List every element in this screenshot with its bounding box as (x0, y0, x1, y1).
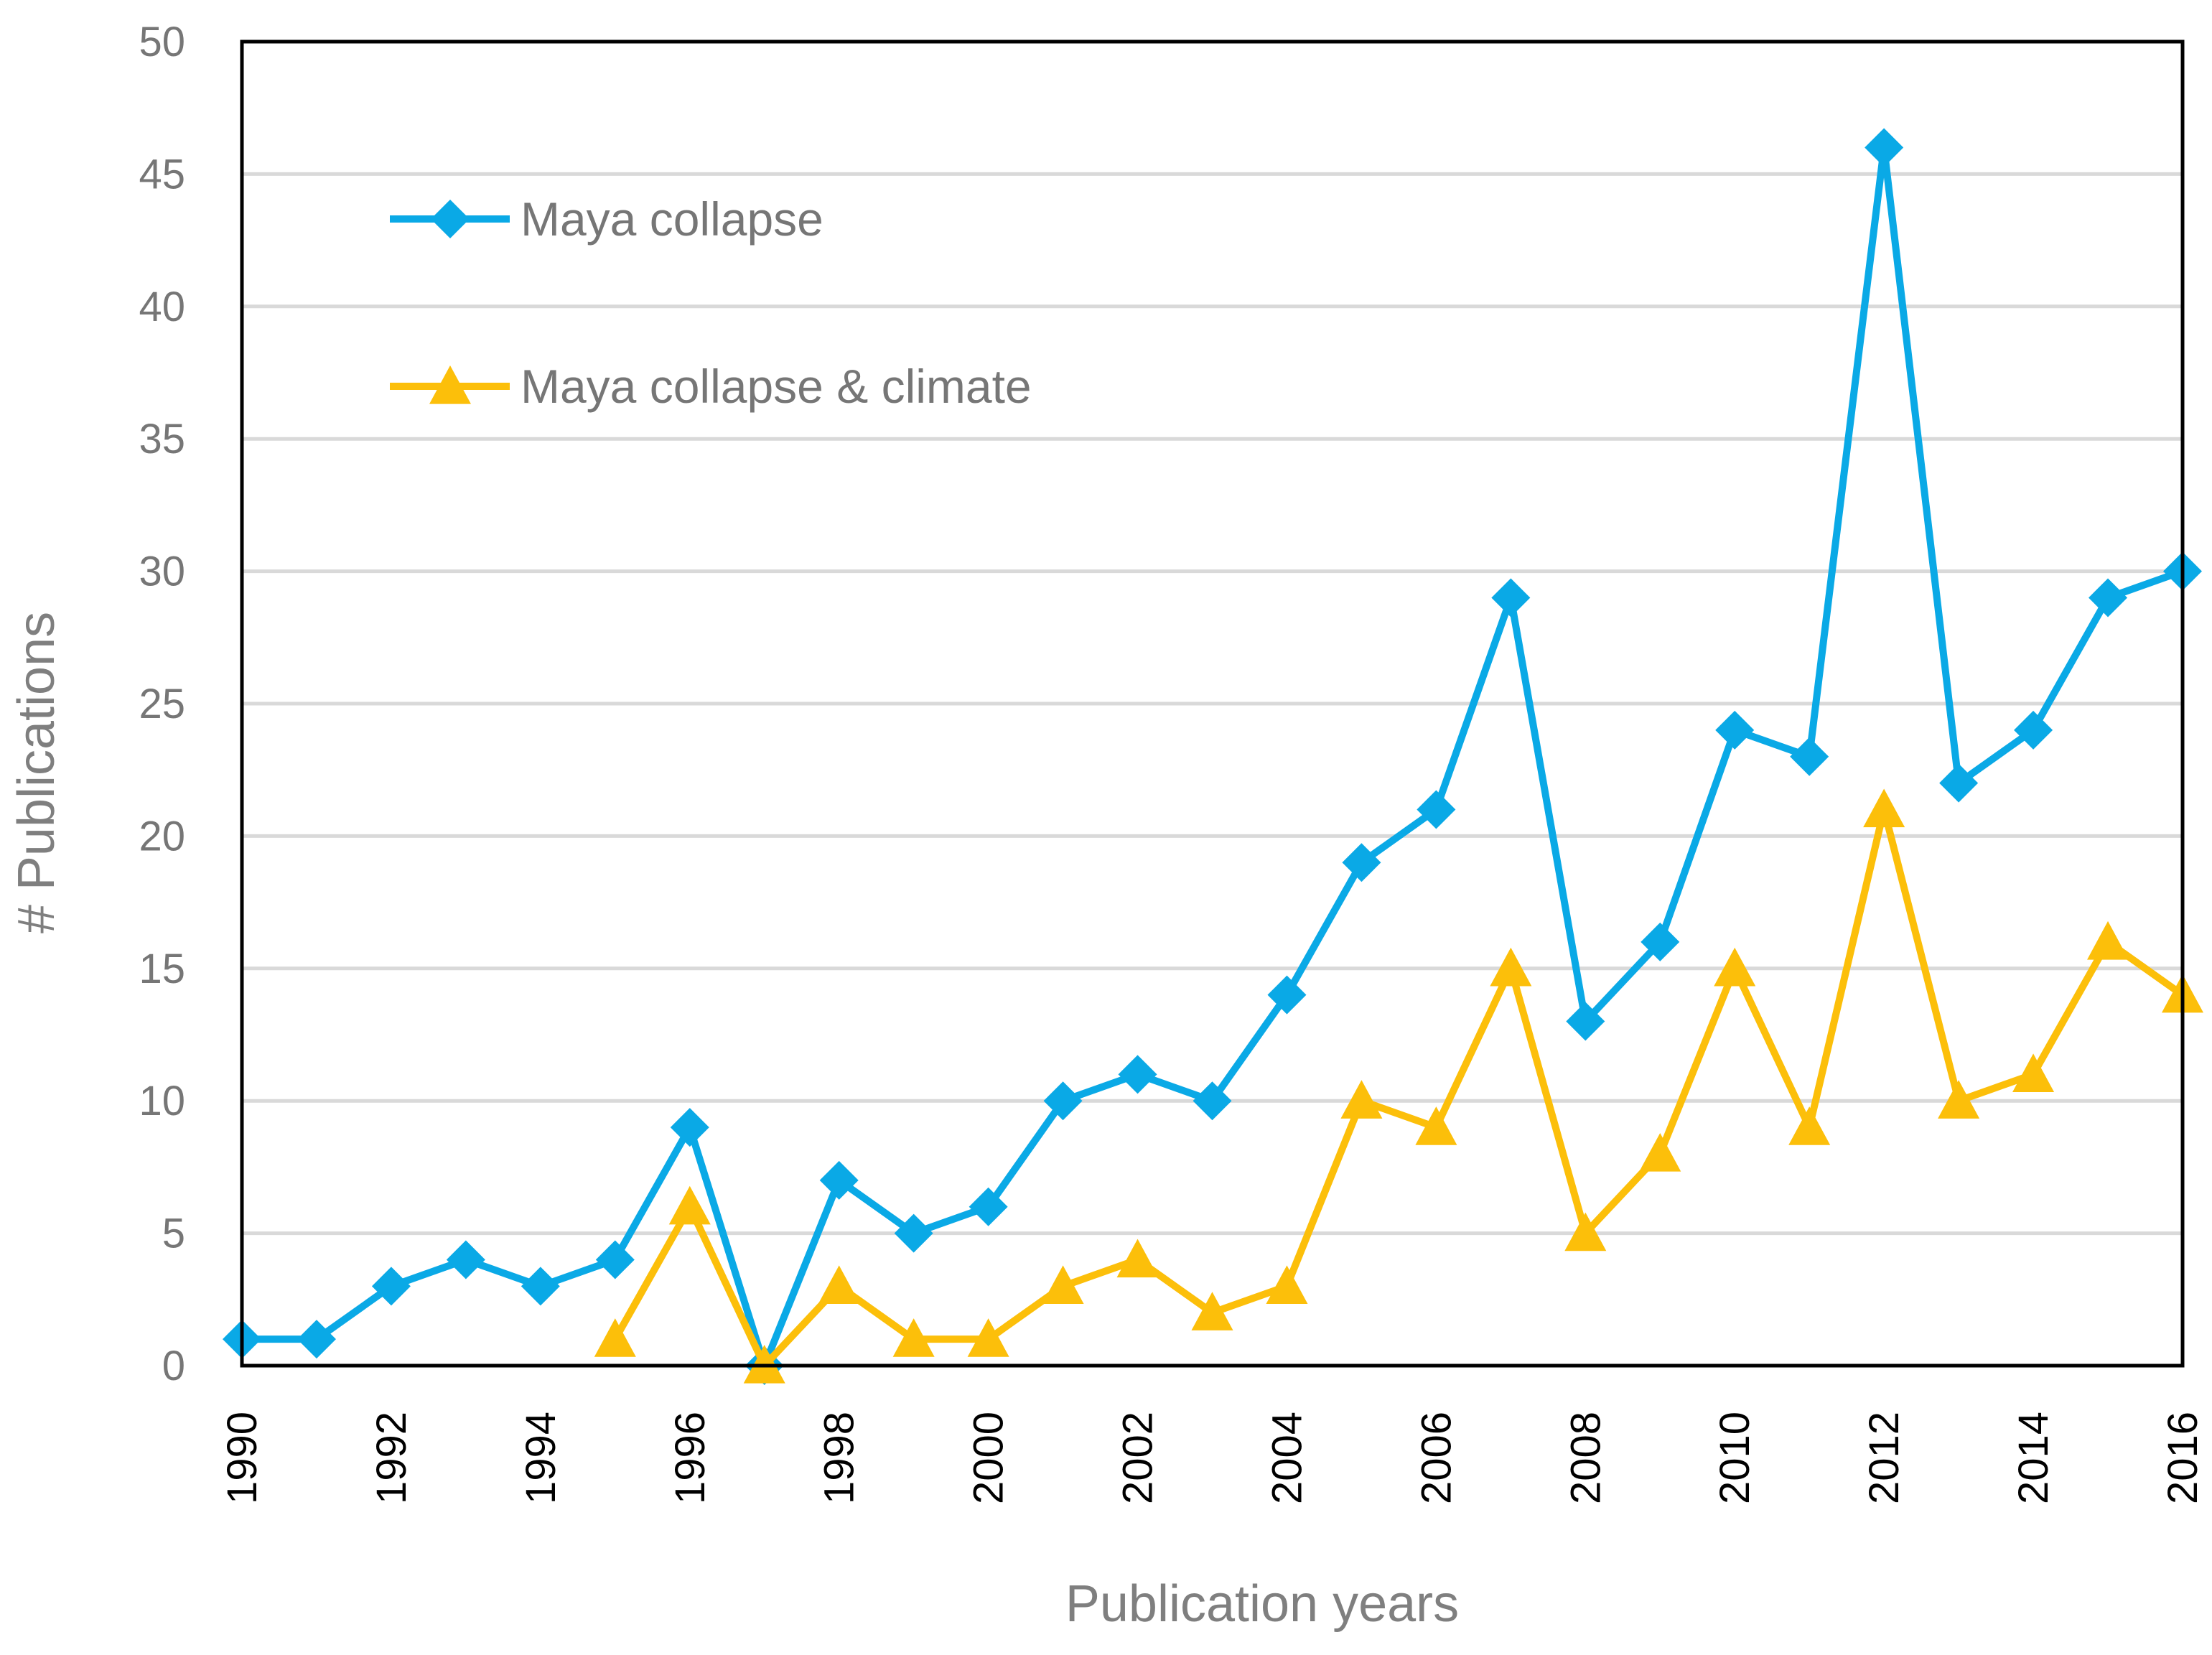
data-point (1118, 1055, 1157, 1094)
data-point (297, 1320, 336, 1359)
y-axis-title: # Publications (8, 612, 65, 933)
data-point (670, 1108, 709, 1147)
data-point (2087, 920, 2129, 960)
data-point (1342, 843, 1381, 882)
x-tick-label: 2002 (1115, 1412, 1162, 1504)
data-point (1939, 763, 1979, 803)
data-point (521, 1267, 560, 1306)
data-point (1788, 1106, 1831, 1145)
legend-label: Maya collapse (521, 192, 823, 246)
legend-marker (429, 365, 471, 404)
data-point (1865, 128, 1904, 167)
data-point (1116, 1239, 1159, 1278)
data-point (1715, 710, 1755, 750)
series-1 (223, 128, 2202, 1385)
data-point (1267, 975, 1307, 1015)
data-point (967, 1318, 1009, 1357)
x-tick-label: 1994 (518, 1412, 564, 1504)
data-point (1415, 1106, 1457, 1145)
data-point (1641, 922, 1680, 961)
data-point (1043, 1081, 1083, 1121)
x-tick-label: 2006 (1413, 1412, 1460, 1504)
y-tick-label: 30 (139, 549, 185, 595)
data-point (1714, 947, 1756, 987)
x-axis-title: Publication years (1065, 1575, 1459, 1633)
data-point (894, 1213, 933, 1253)
y-tick-label: 45 (139, 151, 185, 197)
y-tick-label: 25 (139, 681, 185, 727)
data-point (1639, 1132, 1681, 1172)
series-line (611, 806, 2186, 1369)
legend-label: Maya collapse & climate (521, 360, 1032, 413)
legend-item: Maya collapse (390, 192, 823, 246)
y-tick-label: 20 (139, 813, 185, 859)
data-point (1417, 790, 1456, 829)
data-point (892, 1318, 935, 1357)
y-tick-label: 10 (139, 1078, 185, 1124)
data-point (668, 1185, 711, 1225)
x-tick-label: 2004 (1264, 1412, 1310, 1504)
x-tick-label: 2012 (1861, 1412, 1908, 1504)
x-axis-ticks: 1990 1992 1994 1996 1998 2000 2002 2004 2006 2008… (219, 1412, 2206, 1504)
x-tick-label: 2000 (966, 1412, 1012, 1504)
data-point (1790, 737, 1829, 776)
y-tick-label: 50 (139, 19, 185, 65)
data-point (1490, 947, 1532, 987)
data-point (818, 1265, 860, 1305)
data-point (446, 1240, 485, 1279)
y-tick-label: 35 (139, 416, 185, 462)
data-point (1938, 1080, 1980, 1119)
data-point (1191, 1292, 1233, 1330)
data-point (2089, 578, 2128, 617)
y-tick-label: 0 (162, 1343, 185, 1389)
x-tick-label: 2014 (2010, 1412, 2057, 1504)
legend-marker (431, 200, 470, 238)
data-point (1566, 1002, 1605, 1041)
x-tick-label: 2016 (2160, 1412, 2206, 1504)
data-point (1863, 788, 1905, 828)
y-tick-label: 40 (139, 284, 185, 330)
y-tick-label: 15 (139, 946, 185, 992)
data-point (2012, 1053, 2055, 1092)
series-line (238, 144, 2186, 1369)
plot-area-frame (240, 39, 2185, 1368)
data-point (969, 1187, 1008, 1226)
y-tick-label: 5 (162, 1211, 185, 1257)
data-point (1266, 1265, 1308, 1305)
data-point (1193, 1081, 1232, 1121)
data-point (1491, 578, 1531, 617)
x-tick-label: 2010 (1712, 1412, 1758, 1504)
data-point (1564, 1212, 1607, 1251)
x-tick-label: 2008 (1562, 1412, 1609, 1504)
data-point (819, 1160, 859, 1200)
data-point (371, 1267, 411, 1306)
x-tick-label: 1996 (667, 1412, 714, 1504)
data-point (1340, 1080, 1383, 1119)
gridlines (242, 172, 2183, 1236)
data-point (595, 1240, 635, 1279)
data-point (2014, 710, 2053, 750)
y-axis-ticks: 0 5 10 15 20 25 30 35 40 45 50 (139, 19, 185, 1389)
x-tick-label: 1992 (368, 1412, 415, 1504)
series-layer (223, 128, 2203, 1385)
series-2 (594, 788, 2203, 1384)
data-point (1042, 1265, 1084, 1305)
x-tick-label: 1998 (816, 1412, 863, 1504)
legend: Maya collapse Maya collapse & climate (390, 192, 1032, 413)
data-point (594, 1318, 636, 1357)
legend-item: Maya collapse & climate (390, 360, 1032, 413)
x-tick-label: 1990 (219, 1412, 266, 1504)
